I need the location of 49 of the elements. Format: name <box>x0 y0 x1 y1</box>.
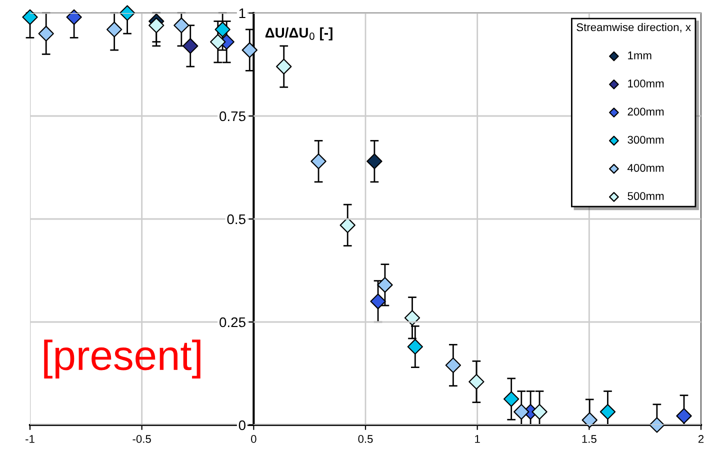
point <box>445 357 462 374</box>
x-tick-label: -1 <box>26 435 34 443</box>
y-axis-title: ΔU/ΔU$_{0}$ [-] <box>265 27 332 40</box>
point <box>340 217 356 234</box>
annotation: [present] <box>44 340 200 378</box>
point <box>468 374 484 390</box>
point <box>366 153 382 170</box>
x-tick-label: -0.5 <box>132 435 151 443</box>
legend-label: 1mm <box>628 52 652 60</box>
point <box>214 22 230 38</box>
point <box>38 26 54 42</box>
point <box>148 18 164 34</box>
point <box>377 277 393 293</box>
x-tick-label: 1.5 <box>582 435 596 443</box>
y-tick-label: 0.25 <box>220 317 246 328</box>
x-tick-label: 0.5 <box>358 435 373 443</box>
point <box>532 404 548 420</box>
point <box>503 391 520 407</box>
legend-label: 500mm <box>628 192 664 200</box>
point <box>600 404 616 420</box>
legend-label: 300mm <box>628 136 664 144</box>
point <box>106 22 122 38</box>
x-tick-label: 0 <box>251 435 256 443</box>
x-tick-label: 1 <box>475 435 480 443</box>
point <box>182 38 198 54</box>
y-tick-label: 0.75 <box>220 111 246 122</box>
point <box>119 5 136 21</box>
y-tick-label: 0.5 <box>227 214 246 224</box>
point <box>514 404 530 420</box>
point <box>174 18 190 34</box>
legend-title: Streamwise direction, x <box>576 23 691 32</box>
y-tick-label: 1 <box>239 8 246 18</box>
point <box>276 58 292 74</box>
point <box>407 338 423 355</box>
y-tick-label: 0 <box>238 420 246 430</box>
point <box>242 42 258 58</box>
point <box>404 310 420 326</box>
point <box>210 34 226 50</box>
legend-label: 200mm <box>628 108 664 116</box>
point <box>310 153 326 170</box>
point <box>676 408 692 424</box>
legend-label: 400mm <box>628 164 664 172</box>
legend-label: 100mm <box>628 80 664 88</box>
point <box>370 294 386 310</box>
x-tick-label: 2 <box>698 435 704 443</box>
point <box>22 9 38 25</box>
point <box>582 412 598 428</box>
point <box>66 9 82 25</box>
point <box>649 417 665 433</box>
